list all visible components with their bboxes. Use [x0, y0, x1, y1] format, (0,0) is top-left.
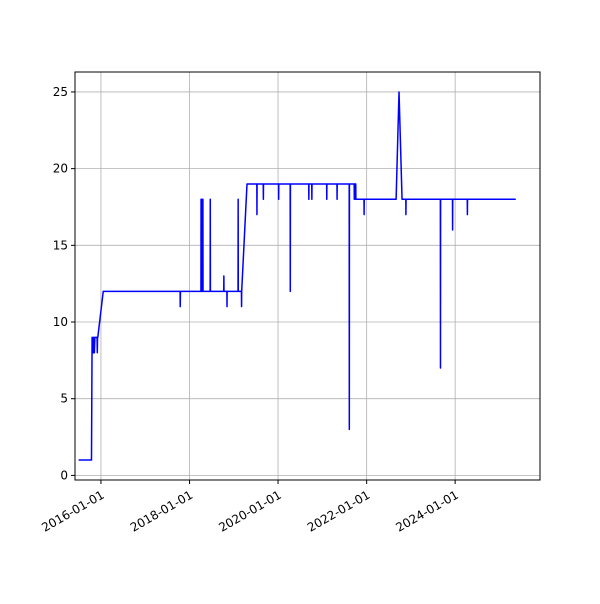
y-tick-label: 10	[53, 315, 68, 329]
x-tick-label: 2016-01-01	[39, 488, 106, 535]
x-tick-label: 2020-01-01	[216, 488, 283, 535]
x-tick-label: 2022-01-01	[305, 488, 372, 535]
x-tick-label: 2024-01-01	[393, 488, 460, 535]
y-tick-label: 20	[53, 162, 68, 176]
y-tick-label: 15	[53, 238, 68, 252]
y-tick-label: 0	[60, 468, 68, 482]
y-tick-label: 5	[60, 392, 68, 406]
x-tick-label: 2018-01-01	[128, 488, 195, 535]
series-line	[78, 91, 516, 461]
y-tick-label: 25	[53, 85, 68, 99]
plot-frame	[74, 71, 541, 481]
